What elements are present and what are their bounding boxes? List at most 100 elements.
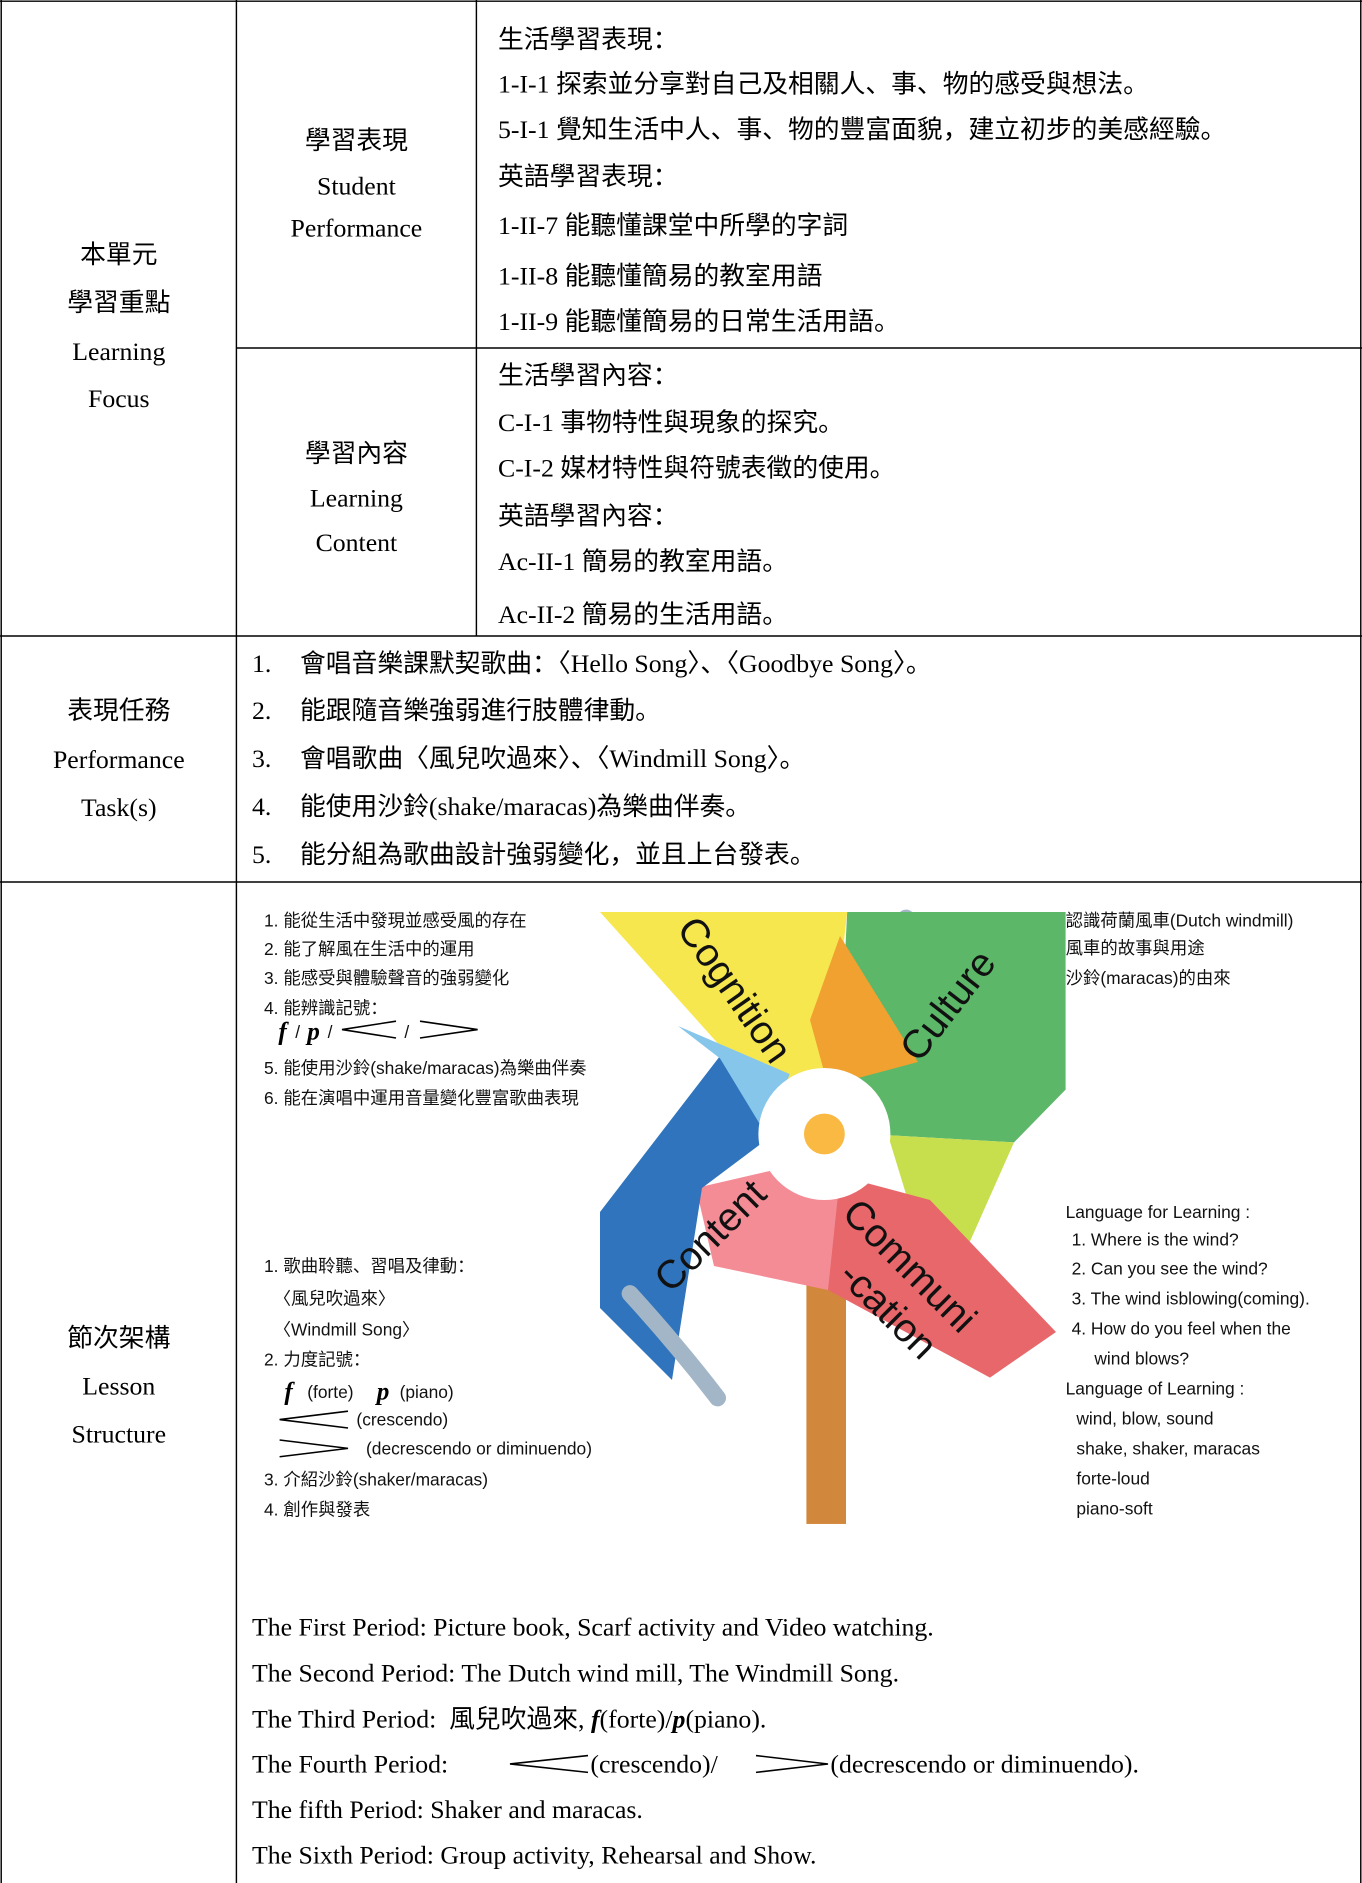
separator: / [328,1022,333,1042]
task-number: 2. [252,696,271,725]
row-label: Content [316,528,398,557]
period-part: p [671,1704,686,1733]
note-line: wind blows? [1093,1348,1189,1368]
note-title: Language for Learning : [1066,1202,1251,1222]
period-part: f [591,1704,602,1733]
cell-line: 5-I-1 覺知生活中人、事、物的豐富面貌，建立初步的美感經驗。 [498,115,1226,144]
note-line: 風車的故事與用途 [1066,938,1205,958]
note-line: piano-soft [1076,1498,1152,1518]
crescendo-sign [279,1410,349,1429]
cell-line: Ac-II-2 簡易的生活用語。 [498,600,788,629]
row-label: 學習內容 [305,439,408,468]
crescendo-sign [341,1020,397,1039]
list-line: 3. 能感受與體驗聲音的強弱變化 [264,968,509,988]
task-text: 會唱歌曲〈風兒吹過來〉、〈Windmill Song〉。 [300,744,805,773]
hairpins [279,1020,829,1774]
cell-line: 1-II-7 能聽懂課堂中所學的字詞 [498,211,848,240]
list-line: 1. 能從生活中發現並感受風的存在 [264,910,527,930]
forte-sign: f [278,1018,289,1045]
decrescendo-sign [419,1020,478,1039]
arc [621,1285,726,1407]
task-number: 1. [252,649,271,678]
blade [695,1169,846,1290]
task-text: 能跟隨音樂強弱進行肢體律動。 [300,696,661,725]
note-line: 4. How do you feel when the [1072,1318,1291,1338]
list-line: (crescendo) [356,1410,448,1430]
list-line: (forte) [307,1382,353,1402]
hub-dot [803,1113,845,1155]
list-line: 5. 能使用沙鈴(shake/maracas)為樂曲伴奏 [264,1058,586,1078]
row-label: Performance [291,213,423,242]
period-line: The Second Period: The Dutch wind mill, … [252,1658,899,1687]
row-label: 學習表現 [305,126,408,155]
cell-line: 英語學習內容： [498,501,678,530]
note-line: shake, shaker, maracas [1076,1438,1260,1458]
task-text: 能分組為歌曲設計強弱變化，並且上台發表。 [300,840,816,869]
blade [827,1175,1056,1378]
row-label: 節次架構 [67,1323,170,1352]
note-line: 3. The wind isblowing(coming). [1072,1288,1310,1308]
period-line: (decrescendo or diminuendo). [830,1749,1139,1778]
row-label: 本單元 [80,240,157,269]
decrescendo-sign [755,1754,829,1774]
blade [600,911,848,1086]
list-line: 1. 歌曲聆聽、習唱及律動： [264,1256,474,1276]
period-line: The Fourth Period: [252,1749,455,1778]
list-line: (decrescendo or diminuendo) [366,1438,592,1458]
period-line: The First Period: Picture book, Scarf ac… [252,1613,934,1642]
task-text: 能使用沙鈴(shake/maracas)為樂曲伴奏。 [300,792,751,821]
blade [809,935,918,1086]
note-line: 沙鈴(maracas)的由來 [1066,968,1231,988]
period-part: The Third Period: 風兒吹過來, [252,1704,591,1733]
note-line: 1. Where is the wind? [1072,1230,1239,1250]
note-line: 2. Can you see the wind? [1072,1258,1268,1278]
list-line: 3. 介紹沙鈴(shaker/maracas) [264,1470,488,1490]
cell-line: C-I-1 事物特性與現象的探究。 [498,408,844,437]
cell-line: 英語學習表現： [498,162,678,191]
cell-line: 1-I-1 探索並分享對自己及相關人、事、物的感受與想法。 [498,69,1149,98]
task-number: 3. [252,744,271,773]
cell-line: 生活學習內容： [498,361,678,390]
period-line: The Sixth Period: Group activity, Rehear… [252,1841,816,1870]
cell-line: 1-II-8 能聽懂簡易的教室用語 [498,261,822,290]
blade [887,1135,1014,1251]
list-line: 4. 創作與發表 [264,1500,370,1520]
cell-line: C-I-2 媒材特性與符號表徵的使用。 [498,453,895,482]
task-number: 4. [252,792,271,821]
crescendo-sign [509,1754,589,1774]
period-part: (piano). [685,1704,766,1733]
separator: / [404,1022,409,1042]
blade [839,911,1066,1143]
list-line: 6. 能在演唱中運用音量變化豐富歌曲表現 [264,1088,579,1108]
list-line: 2. 力度記號： [264,1350,370,1370]
separator: / [295,1022,300,1042]
blade [678,1025,790,1138]
row-label: Learning [72,337,165,366]
cell-line: 1-II-9 能聽懂簡易的日常生活用語。 [498,307,900,336]
list-line: (piano) [400,1382,454,1402]
pinwheel [600,909,1066,1524]
row-label: Lesson [82,1371,155,1400]
list-line: 〈Windmill Song〉 [274,1320,420,1340]
list-line: 4. 能辨識記號： [264,998,388,1018]
row-label: 表現任務 [67,696,170,725]
cell-line: Ac-II-1 簡易的教室用語。 [498,547,788,576]
note-line: forte-loud [1076,1468,1149,1488]
note-line: wind, blow, sound [1075,1408,1213,1428]
row-label: Student [317,171,397,200]
period-part: (forte)/ [600,1704,674,1733]
cell-line: 生活學習表現： [498,25,678,54]
task-number: 5. [252,840,271,869]
period-line: The Third Period: 風兒吹過來, f(forte)/p(pian… [252,1704,766,1733]
period-line: (crescendo)/ [590,1749,718,1778]
row-label: Performance [53,745,185,774]
piano-sign: p [305,1018,320,1045]
row-label: Structure [72,1419,167,1448]
note-title: Language of Learning : [1066,1378,1245,1398]
decrescendo-sign [279,1439,349,1458]
forte-sign: f [284,1378,295,1405]
note-line: 認識荷蘭風車(Dutch windmill) [1066,910,1294,930]
